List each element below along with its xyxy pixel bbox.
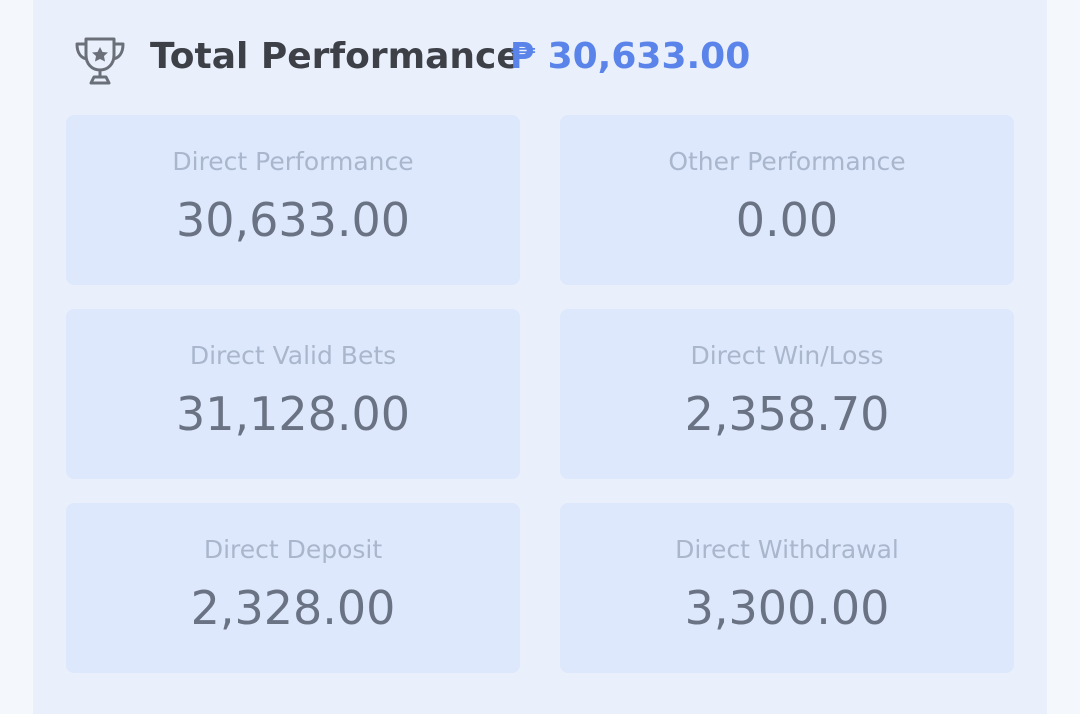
- stat-label: Direct Deposit: [203, 535, 383, 564]
- stat-value: 30,633.00: [175, 193, 411, 247]
- stat-label: Direct Withdrawal: [675, 535, 899, 564]
- stat-value: 2,358.70: [684, 387, 890, 441]
- trophy-icon: [75, 37, 125, 85]
- stat-value: 3,300.00: [684, 581, 890, 635]
- stat-card: Direct Win/Loss 2,358.70: [560, 309, 1014, 479]
- stat-card: Direct Performance 30,633.00: [66, 115, 520, 285]
- stat-label: Direct Performance: [172, 147, 414, 176]
- stat-value: 31,128.00: [175, 387, 411, 441]
- stat-label: Direct Valid Bets: [189, 341, 397, 370]
- stat-value: 2,328.00: [190, 581, 396, 635]
- stat-label: Direct Win/Loss: [690, 341, 884, 370]
- stat-card: Direct Valid Bets 31,128.00: [66, 309, 520, 479]
- stat-card: Direct Withdrawal 3,300.00: [560, 503, 1014, 673]
- card-grid: Direct Performance 30,633.00 Other Perform…: [66, 115, 1014, 673]
- total-amount: ₱ 30,633.00: [510, 36, 751, 77]
- stat-card: Other Performance 0.00: [560, 115, 1014, 285]
- stat-value: 0.00: [735, 193, 839, 247]
- stat-label: Other Performance: [668, 147, 906, 176]
- title: Total Performance: [150, 36, 521, 77]
- stat-card: Direct Deposit 2,328.00: [66, 503, 520, 673]
